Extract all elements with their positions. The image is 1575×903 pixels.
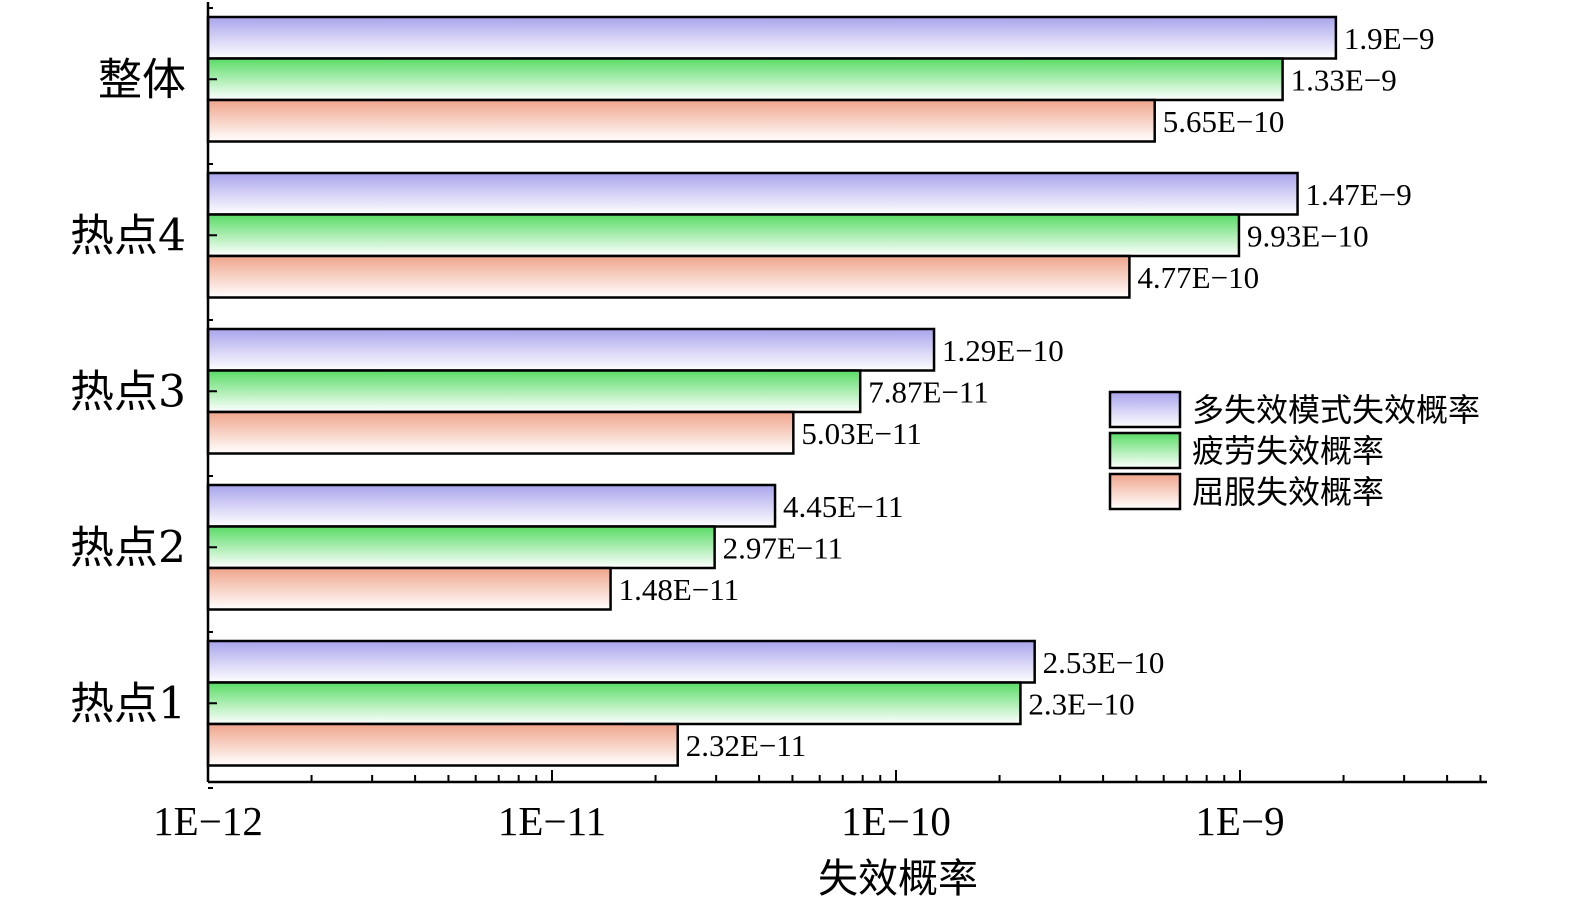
value-label-2-0: 1.29E−10: [942, 333, 1064, 368]
value-label-2-2: 5.03E−11: [801, 416, 922, 451]
value-label-1-0: 1.47E−9: [1306, 177, 1412, 212]
value-label-3-2: 1.48E−11: [619, 572, 740, 607]
value-label-0-0: 1.9E−9: [1344, 21, 1435, 56]
value-label-4-0: 2.53E−10: [1043, 645, 1165, 680]
value-labels-layer: 1.9E−9 1.33E−95.65E−10 1.47E−9 9.93E−10 4.77…: [619, 21, 1435, 763]
value-label-3-1: 2.97E−11: [723, 530, 844, 565]
x-axis-ticks: [207, 770, 1482, 782]
bar-4-1: [206, 681, 1022, 726]
bar-4-2: [206, 722, 679, 767]
bar-1-0: [206, 171, 1299, 216]
value-label-1-1: 9.93E−10: [1247, 218, 1369, 253]
bar-3-2: [206, 566, 612, 611]
bar-3-0: [206, 483, 777, 528]
legend-label-2: 屈服失效概率: [1192, 473, 1384, 511]
value-label-4-1: 2.3E−10: [1028, 686, 1134, 721]
x-tick-label: 1E−11: [498, 798, 606, 844]
value-label-2-1: 7.87E−11: [868, 374, 989, 409]
value-label-3-0: 4.45E−11: [783, 489, 904, 524]
bar-2-2: [206, 410, 795, 455]
legend-swatch-1: [1108, 431, 1182, 470]
legend-swatch-2: [1108, 472, 1182, 511]
y-axis-ticks: [208, 7, 217, 789]
value-label-4-2: 2.32E−11: [686, 728, 807, 763]
x-axis-title: 失效概率: [818, 856, 978, 902]
value-label-0-1: 1.33E−9: [1291, 62, 1397, 97]
bar-3-1: [206, 525, 716, 570]
bar-2-1: [206, 369, 862, 414]
x-tick-label: 1E−10: [841, 798, 951, 844]
legend-label-1: 疲劳失效概率: [1192, 432, 1384, 470]
bar-1-1: [206, 213, 1241, 258]
category-label: 整体: [98, 54, 186, 105]
bar-1-2: [206, 254, 1131, 299]
bar-0-0: [206, 15, 1338, 60]
legend-swatch-0: [1108, 390, 1182, 429]
x-axis-tick-labels: 1E−12 1E−11 1E−10 1E−9: [153, 798, 1284, 844]
bars-layer: [206, 15, 1338, 767]
x-tick-label: 1E−9: [1195, 798, 1284, 844]
bar-0-2: [206, 98, 1156, 143]
category-label: 热点4: [70, 210, 186, 261]
category-label: 热点1: [70, 678, 186, 729]
x-tick-label: 1E−12: [153, 798, 263, 844]
category-label: 热点3: [70, 366, 186, 417]
category-label: 热点2: [70, 522, 186, 573]
value-label-1-2: 4.77E−10: [1137, 260, 1259, 295]
bar-2-0: [206, 327, 936, 372]
value-label-0-2: 5.65E−10: [1163, 104, 1285, 139]
bar-4-0: [206, 639, 1036, 684]
legend-label-0: 多失效模式失效概率: [1192, 391, 1480, 429]
bar-0-1: [206, 57, 1284, 102]
